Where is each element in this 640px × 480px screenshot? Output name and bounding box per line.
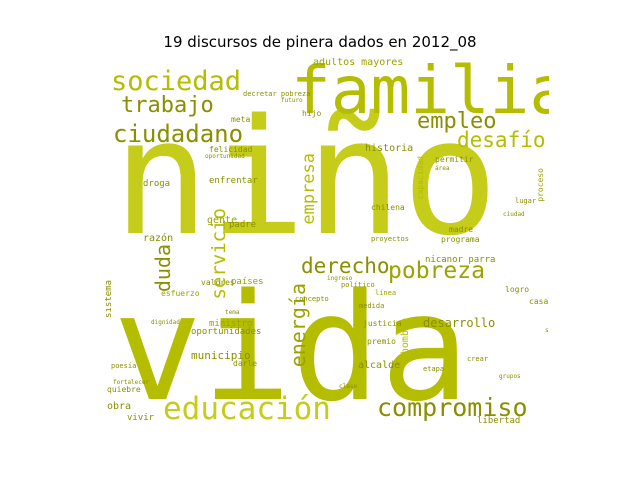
cloud-word: enfrentar <box>209 176 258 186</box>
cloud-word: darle <box>233 359 258 368</box>
cloud-word: medida <box>359 302 385 310</box>
cloud-word: desafío <box>457 128 546 152</box>
cloud-word: municipio <box>191 349 251 362</box>
cloud-word: hombre <box>400 318 411 355</box>
cloud-word: clase <box>339 383 358 390</box>
cloud-word: salud <box>545 327 549 334</box>
cloud-word: futuro <box>281 97 303 104</box>
cloud-word: ciudadano <box>113 120 244 148</box>
cloud-word: valores <box>201 278 235 287</box>
cloud-word: concepto <box>295 295 329 303</box>
cloud-word: razón <box>143 233 174 244</box>
cloud-word: ciudad <box>503 211 525 218</box>
cloud-word: padre <box>229 220 257 230</box>
cloud-word: adultos mayores <box>313 58 404 68</box>
cloud-word: vivir <box>127 413 155 423</box>
cloud-word: países <box>231 277 264 287</box>
cloud-word: madre <box>449 225 474 234</box>
cloud-word: decretar pobreza <box>243 90 311 98</box>
cloud-word: fortalecer <box>113 379 150 386</box>
cloud-word: proyectos <box>371 235 409 243</box>
cloud-word: nicanor parra <box>425 255 496 265</box>
cloud-word: lugar <box>515 197 537 205</box>
cloud-word: línea <box>375 289 397 297</box>
cloud-word: historia <box>365 143 414 154</box>
cloud-word: empleo <box>417 109 497 134</box>
cloud-word: poesía <box>111 362 137 370</box>
cloud-word: dignidad <box>151 319 180 326</box>
word-cloud: niño vida familia sociedad trabajo ciuda… <box>105 58 549 428</box>
cloud-word: derecho <box>301 254 390 278</box>
cloud-word: meta <box>231 115 251 124</box>
cloud-word: ministro <box>209 319 253 329</box>
cloud-word: crear <box>467 355 489 363</box>
cloud-word: sociedad <box>111 66 242 97</box>
cloud-word: tema <box>225 309 240 316</box>
cloud-word: vida <box>113 262 470 428</box>
cloud-word: educación <box>163 391 331 427</box>
cloud-word: permitir <box>435 155 474 164</box>
cloud-word: logro <box>505 285 530 294</box>
cloud-word: felicidad <box>209 145 253 154</box>
chart-title: 19 discursos de pinera dados en 2012_08 <box>163 33 477 51</box>
cloud-word: duda <box>151 244 175 293</box>
cloud-word: compromiso <box>377 393 528 422</box>
cloud-word: justicia <box>363 319 402 328</box>
cloud-word: droga <box>143 179 171 189</box>
cloud-word: programa <box>441 235 480 244</box>
cloud-word: etapa <box>423 365 445 373</box>
cloud-word: desarrollo <box>423 316 496 330</box>
cloud-word: familia <box>291 58 549 129</box>
cloud-word: empresa <box>299 153 319 225</box>
cloud-word: hijo <box>302 109 322 118</box>
cloud-word: niño <box>113 84 499 271</box>
cloud-word: casa <box>529 297 549 306</box>
cloud-word: alcalde <box>358 360 401 371</box>
cloud-word: político <box>341 281 375 289</box>
cloud-word: ingreso <box>327 275 353 282</box>
cloud-word: premio <box>367 337 396 346</box>
cloud-word: quiebre <box>107 385 141 394</box>
cloud-word: grupos <box>499 373 521 380</box>
cloud-word: chilena <box>371 203 405 212</box>
cloud-word: área <box>435 165 450 172</box>
cloud-word: obra <box>107 401 132 412</box>
cloud-word: sistema <box>105 280 114 318</box>
cloud-word: proceso <box>536 168 545 202</box>
cloud-word: capacidad <box>416 156 425 200</box>
cloud-word: oportunidades <box>191 327 262 337</box>
cloud-word: oportunidad <box>205 153 245 160</box>
cloud-word: trabajo <box>121 93 214 118</box>
cloud-word: libertad <box>477 416 521 426</box>
cloud-word: pobreza <box>388 258 485 284</box>
cloud-word: gente <box>207 215 238 226</box>
cloud-word: esfuerzo <box>161 289 200 298</box>
